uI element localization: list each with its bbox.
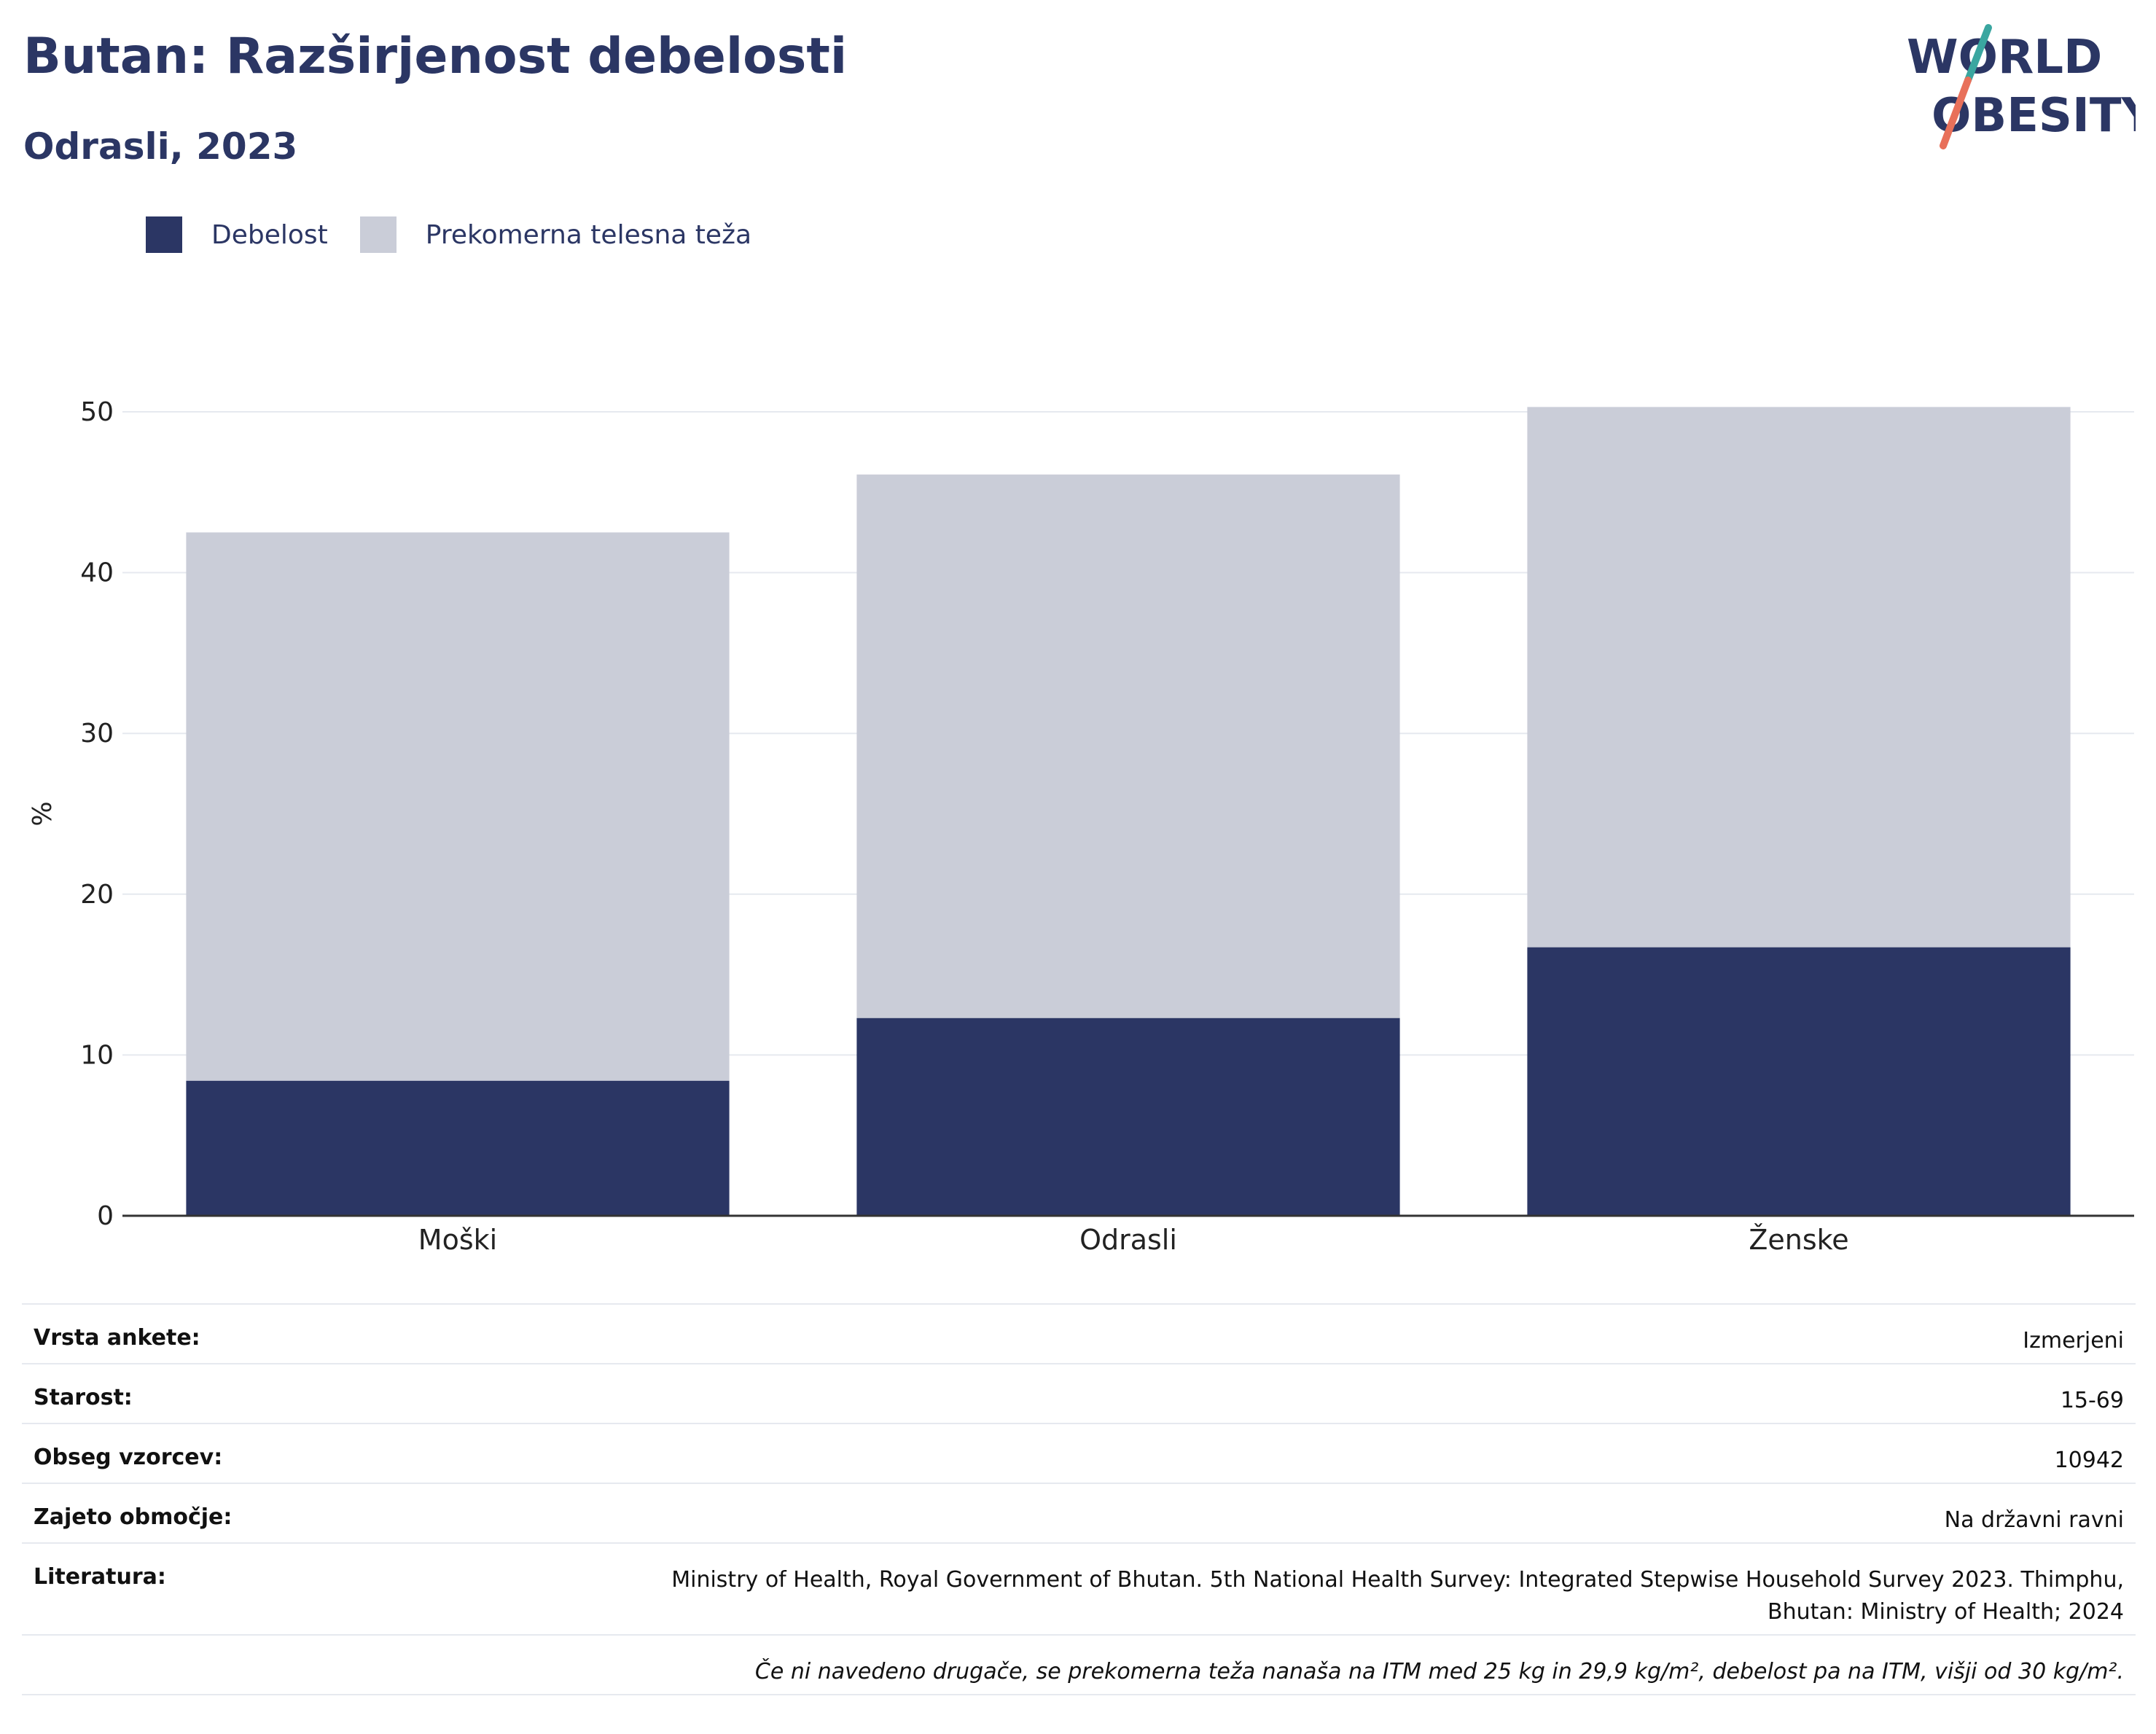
info-value: 15-69: [2060, 1388, 2124, 1413]
info-key: Vrsta ankete:: [34, 1325, 200, 1351]
info-row-reference: Literatura: Ministry of Health, Royal Go…: [22, 1542, 2136, 1634]
legend-swatch-obesity: [146, 216, 182, 253]
info-row-sample-size: Obseg vzorcev: 10942: [22, 1423, 2136, 1483]
info-key: Literatura:: [34, 1564, 166, 1590]
world-obesity-logo: WORLD OBESITY: [1907, 24, 2136, 149]
y-tick-label: 20: [80, 880, 114, 910]
info-key: Starost:: [34, 1385, 133, 1410]
logo-line2: OBESITY: [1932, 89, 2136, 143]
info-value: Ministry of Health, Royal Government of …: [671, 1567, 2124, 1625]
bar-obesity: [856, 1018, 1400, 1216]
survey-info-table: Vrsta ankete: Izmerjeni Starost: 15-69 O…: [22, 1303, 2136, 1695]
bar-overweight: [856, 474, 1400, 1018]
info-row-area: Zajeto območje: Na državni ravni: [22, 1483, 2136, 1542]
x-category-label: Ženske: [1749, 1224, 1848, 1256]
info-value: Izmerjeni: [2023, 1328, 2124, 1354]
info-row-age: Starost: 15-69: [22, 1363, 2136, 1423]
y-tick-label: 30: [80, 719, 114, 749]
y-tick-label: 50: [80, 397, 114, 427]
y-tick-label: 40: [80, 558, 114, 588]
info-value: Na državni ravni: [1944, 1507, 2124, 1533]
chart-subtitle: Odrasli, 2023: [23, 125, 298, 168]
info-row-survey-type: Vrsta ankete: Izmerjeni: [22, 1303, 2136, 1363]
x-category-label: Odrasli: [1079, 1224, 1177, 1256]
x-category-label: Moški: [418, 1224, 497, 1256]
info-value: 10942: [2054, 1448, 2124, 1473]
bar-obesity: [186, 1080, 730, 1216]
legend-label-overweight: Prekomerna telesna teža: [425, 219, 752, 250]
bar-overweight: [1527, 407, 2071, 948]
note-text: Če ni navedeno drugače, se prekomerna te…: [754, 1659, 2124, 1684]
info-key: Obseg vzorcev:: [34, 1445, 223, 1470]
logo-line1: WORLD: [1907, 31, 2102, 85]
bar-overweight: [186, 532, 730, 1081]
legend-item-obesity[interactable]: Debelost: [146, 216, 328, 253]
chart-title: Butan: Razširjenost debelosti: [23, 28, 848, 85]
info-key: Zajeto območje:: [34, 1504, 233, 1530]
y-tick-label: 10: [80, 1040, 114, 1070]
legend: Debelost Prekomerna telesna teža: [146, 216, 784, 254]
legend-label-obesity: Debelost: [211, 219, 328, 250]
legend-item-overweight[interactable]: Prekomerna telesna teža: [359, 216, 752, 253]
y-axis-label: %: [28, 801, 58, 826]
bar-obesity: [1527, 947, 2071, 1216]
definition-note: Če ni navedeno drugače, se prekomerna te…: [22, 1634, 2136, 1694]
legend-swatch-overweight: [359, 216, 397, 253]
y-tick-label: 0: [97, 1201, 114, 1231]
stacked-bar-chart: 0 10 20 30 40 50% Moški Odrasli Ženske: [28, 397, 2134, 1256]
